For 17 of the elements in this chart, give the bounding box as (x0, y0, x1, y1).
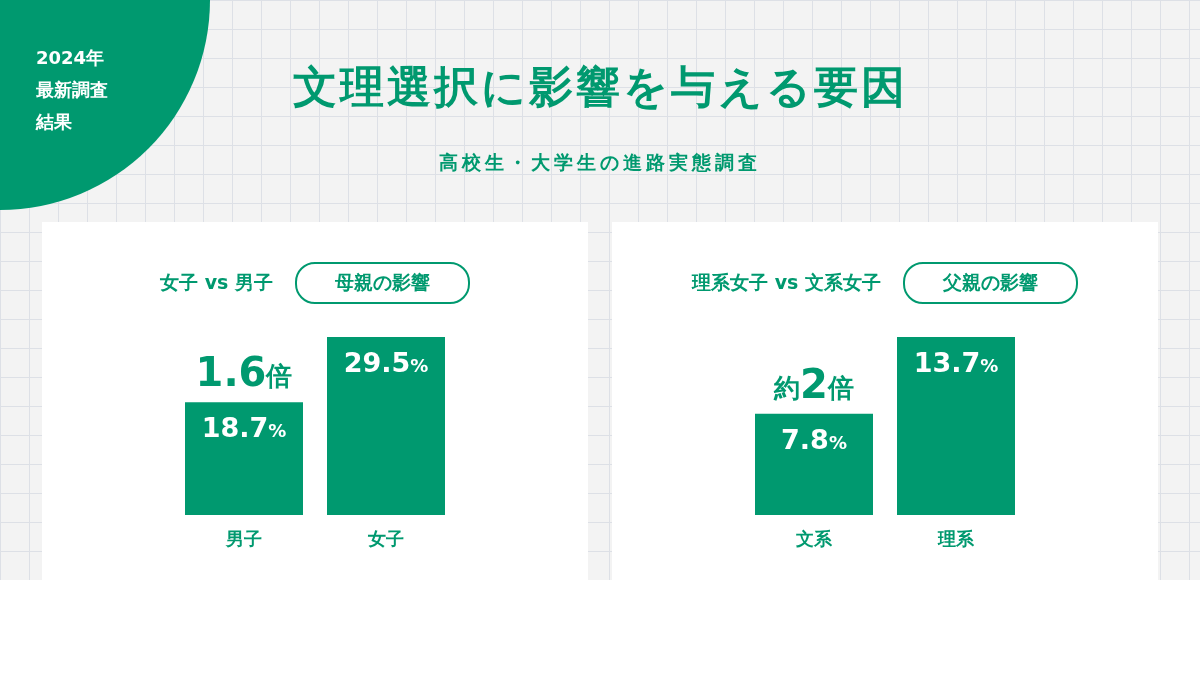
x-tick-label: 男子 (225, 527, 262, 549)
data-label: 13.7% (913, 347, 999, 378)
chart-subtitle: 父親の影響 (902, 262, 1078, 304)
data-label: 18.7% (201, 412, 287, 444)
x-tick-label: 理系 (937, 527, 975, 549)
chart-title: 女子 vs 男子 (160, 270, 273, 295)
annotation: 1.6倍 (195, 349, 293, 396)
chart-title: 理系女子 vs 文系女子 (692, 270, 881, 295)
annotation: 約2倍 (773, 360, 854, 407)
text: 高校生・大学生の進路実態調査 (438, 150, 762, 175)
text: 文理選択に影響を与える要因 (292, 61, 908, 112)
x-tick-label: 文系 (795, 527, 833, 549)
data-label: 29.5% (343, 347, 429, 378)
text: 2024年最新調査結果 (36, 46, 109, 134)
data-label: 7.8% (781, 423, 847, 455)
x-tick-label: 女子 (367, 527, 404, 549)
chart-subtitle: 母親の影響 (294, 262, 470, 304)
